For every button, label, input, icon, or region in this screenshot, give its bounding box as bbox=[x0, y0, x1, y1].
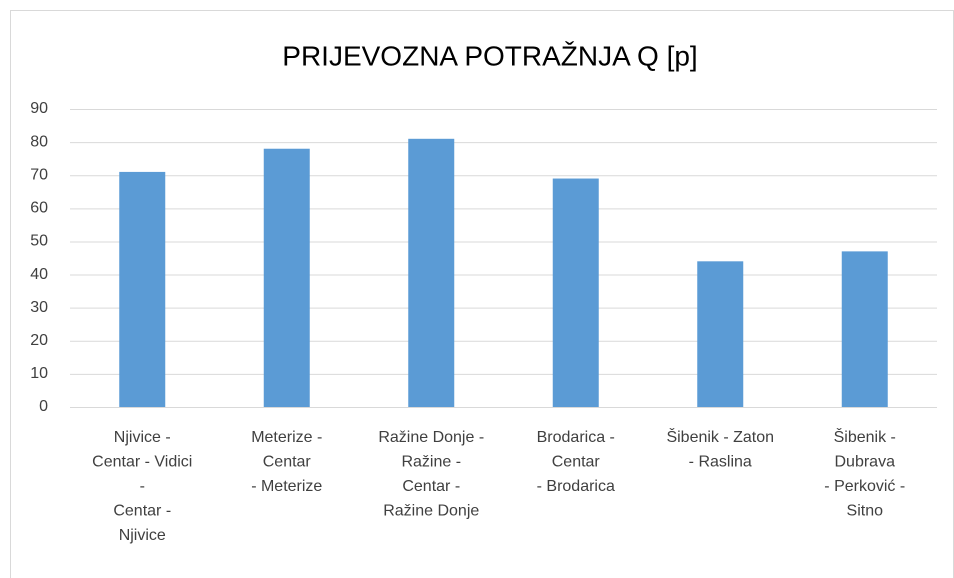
y-tick-label: 10 bbox=[30, 365, 48, 382]
chart-border bbox=[10, 10, 954, 578]
x-tick-label: Šibenik - Zaton - Raslina bbox=[666, 427, 774, 471]
y-tick-label: 90 bbox=[30, 100, 48, 117]
y-tick-label: 0 bbox=[39, 398, 48, 415]
bar bbox=[841, 251, 888, 407]
x-tick-label: Šibenik -Dubrava - Perković -Sitno bbox=[824, 427, 905, 520]
bar bbox=[552, 178, 599, 407]
y-tick-label: 60 bbox=[30, 200, 48, 217]
chart-title: PRIJEVOZNA POTRAŽNJA Q [p] bbox=[282, 40, 697, 71]
bar bbox=[263, 148, 310, 407]
y-tick-label: 20 bbox=[30, 332, 48, 349]
bar bbox=[119, 171, 166, 407]
bar bbox=[408, 138, 455, 408]
y-tick-label: 40 bbox=[30, 266, 48, 283]
bar bbox=[697, 261, 744, 407]
y-tick-label: 50 bbox=[30, 233, 48, 250]
y-tick-label: 30 bbox=[30, 299, 48, 316]
y-tick-label: 80 bbox=[30, 133, 48, 150]
x-tick-label: Ražine Donje -Ražine -Centar -Ražine Don… bbox=[378, 429, 484, 520]
y-tick-label: 70 bbox=[30, 166, 48, 183]
x-tick-label: Brodarica -Centar - Brodarica bbox=[537, 429, 615, 495]
x-tick-label: Meterize -Centar - Meterize bbox=[251, 429, 322, 495]
x-tick-label: Njivice -Centar - Vidici -Centar -Njivice bbox=[92, 429, 192, 544]
